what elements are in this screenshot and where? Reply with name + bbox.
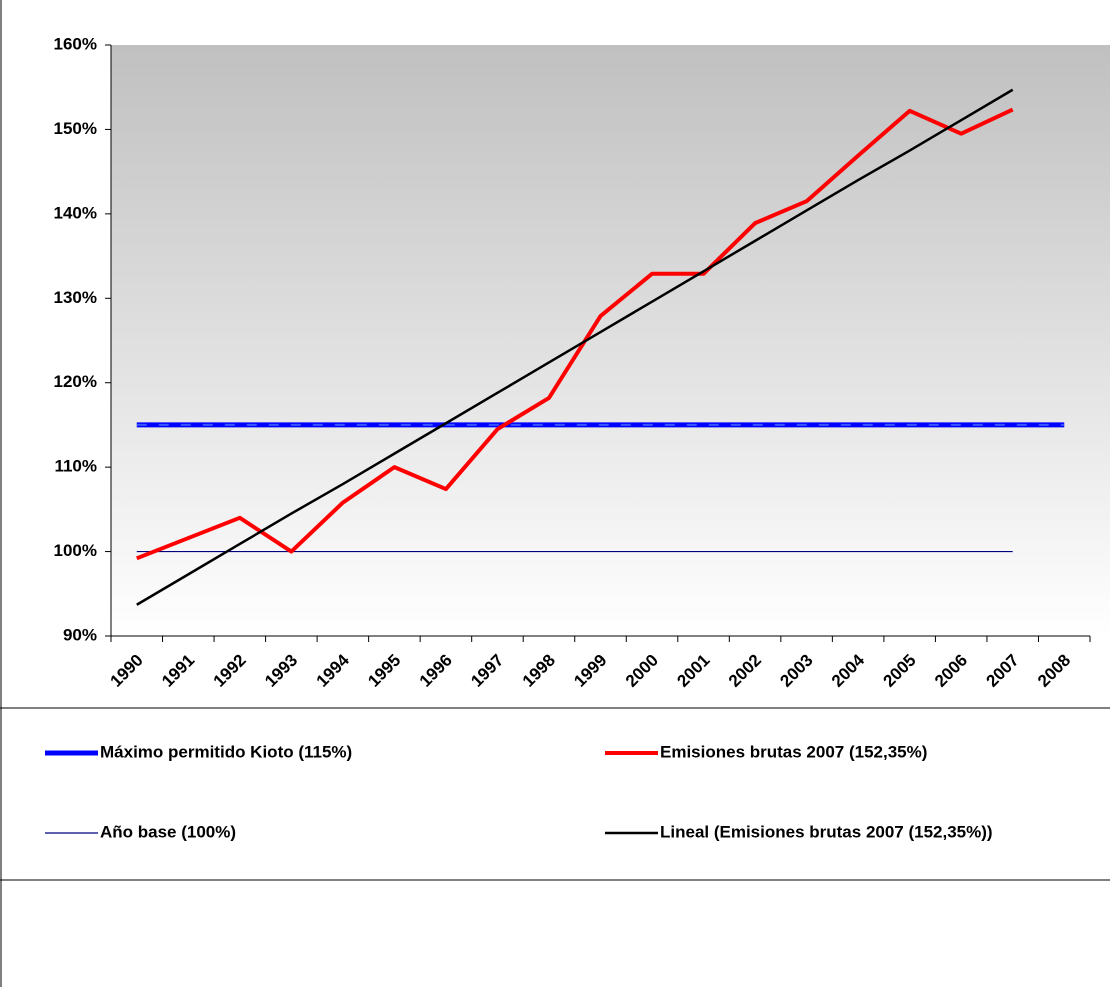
x-tick-label: 2008 [1034, 651, 1074, 691]
x-tick-label: 1996 [416, 651, 456, 691]
x-tick-label: 1998 [519, 651, 559, 691]
y-tick-label: 130% [54, 288, 97, 307]
y-tick-label: 90% [63, 625, 97, 644]
x-tick-label: 1999 [570, 651, 610, 691]
x-tick-label: 2005 [879, 651, 919, 691]
x-tick-label: 2004 [828, 650, 869, 691]
x-tick-label: 2003 [776, 651, 816, 691]
y-tick-label: 150% [54, 119, 97, 138]
x-tick-label: 2006 [931, 651, 971, 691]
x-tick-label: 1994 [313, 650, 354, 691]
legend-label: Año base (100%) [100, 822, 236, 841]
series-line [136, 107, 1014, 561]
series-line [136, 88, 1014, 606]
legend-label: Lineal (Emisiones brutas 2007 (152,35%)) [660, 822, 993, 841]
x-tick-label: 1990 [107, 651, 147, 691]
y-tick-label: 160% [54, 34, 97, 53]
legend-label: Emisiones brutas 2007 (152,35%) [660, 742, 927, 761]
y-tick-label: 140% [54, 203, 97, 222]
y-tick-label: 110% [54, 457, 97, 476]
x-tick-label: 1992 [210, 651, 250, 691]
x-tick-label: 2001 [673, 651, 713, 691]
x-tick-label: 2000 [622, 651, 662, 691]
y-tick-label: 120% [54, 372, 97, 391]
y-tick-label: 100% [54, 541, 97, 560]
x-tick-label: 2007 [983, 651, 1023, 691]
x-tick-label: 1997 [467, 651, 507, 691]
x-tick-label: 1991 [158, 651, 198, 691]
x-tick-label: 2002 [725, 651, 765, 691]
x-tick-label: 1995 [364, 651, 404, 691]
legend-label: Máximo permitido Kioto (115%) [100, 742, 352, 761]
x-tick-label: 1993 [261, 651, 301, 691]
plot-area [111, 45, 1110, 636]
